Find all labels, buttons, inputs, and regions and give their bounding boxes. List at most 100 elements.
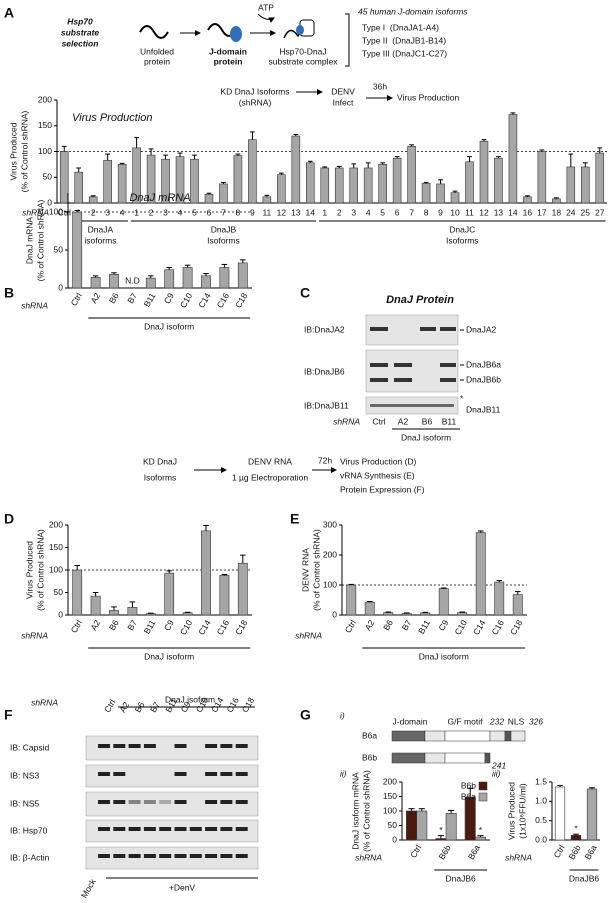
y-tick-label: 100 bbox=[49, 206, 63, 216]
y-tick-label: 0 bbox=[392, 834, 397, 844]
bar bbox=[201, 530, 211, 616]
label: Unfolded bbox=[140, 46, 174, 56]
y-axis-label: DnaJ isoform mRNA bbox=[350, 772, 360, 850]
lane-label: B6 bbox=[133, 700, 147, 714]
x-label: shRNA bbox=[333, 416, 360, 426]
row-label: IB: NS5 bbox=[10, 798, 40, 808]
x-tick-label: C10 bbox=[178, 618, 195, 637]
x-tick-label: B7 bbox=[125, 291, 139, 305]
band bbox=[370, 378, 388, 382]
label: substrate complex bbox=[269, 56, 339, 66]
x-tick-label: A2 bbox=[88, 618, 102, 632]
x-tick-label: 18 bbox=[552, 207, 562, 217]
band bbox=[113, 800, 126, 804]
bar bbox=[306, 162, 315, 204]
x-tick-label: B6b bbox=[566, 843, 582, 861]
x-tick-label: 11 bbox=[465, 207, 474, 217]
x-tick-label: C18 bbox=[508, 618, 525, 637]
x-tick-label: 8 bbox=[424, 207, 429, 217]
x-tick-label: 8 bbox=[236, 207, 241, 217]
bar bbox=[109, 610, 119, 616]
x-tick-label: A2 bbox=[363, 618, 377, 632]
band bbox=[205, 744, 218, 748]
bar bbox=[262, 196, 272, 204]
bar bbox=[465, 161, 474, 204]
y-tick-label: 100 bbox=[38, 146, 52, 156]
label: Virus Production (D) bbox=[340, 456, 417, 466]
x-tick-label: C9 bbox=[162, 618, 176, 633]
y-tick-label: 50 bbox=[43, 172, 53, 182]
band bbox=[143, 854, 156, 858]
bar bbox=[523, 196, 532, 204]
band bbox=[420, 327, 436, 331]
x-tick-label: B11 bbox=[416, 618, 432, 636]
lane-label: C18 bbox=[240, 695, 257, 714]
band-label: DnaJA2 bbox=[466, 324, 497, 334]
band bbox=[235, 772, 248, 776]
bar bbox=[320, 167, 330, 204]
band bbox=[394, 363, 412, 367]
schematic-title: substrate bbox=[61, 27, 100, 37]
bar bbox=[512, 594, 523, 616]
band bbox=[113, 827, 126, 831]
y-axis-label: (% of Control shRNA) bbox=[19, 110, 29, 192]
bar bbox=[570, 835, 582, 841]
x-tick-label: 25 bbox=[581, 207, 591, 217]
value-label: N.D bbox=[125, 275, 140, 285]
y-axis-label: DENV RNA bbox=[300, 548, 310, 592]
position-label: 326 bbox=[529, 716, 543, 726]
lane-label: C9 bbox=[179, 699, 193, 714]
bar bbox=[204, 193, 214, 204]
schematic-title: selection bbox=[62, 38, 99, 48]
bar bbox=[552, 198, 561, 204]
x-tick-label: C9 bbox=[436, 618, 450, 633]
band bbox=[235, 854, 248, 858]
complex-icon bbox=[296, 25, 304, 35]
bar bbox=[457, 612, 468, 616]
y-axis-label: Virus Produced bbox=[8, 122, 18, 180]
band bbox=[98, 854, 110, 858]
x-tick-label: B11 bbox=[142, 618, 158, 636]
blot-strip bbox=[85, 764, 259, 788]
bar bbox=[364, 601, 375, 616]
sub-label: i) bbox=[340, 710, 345, 720]
band bbox=[370, 327, 388, 331]
annotation: * bbox=[439, 825, 443, 835]
band-label: DnaJB6b bbox=[466, 374, 501, 384]
row-label: IB: Hsp70 bbox=[10, 825, 48, 835]
bar bbox=[182, 612, 193, 616]
bar bbox=[363, 167, 373, 204]
label: vRNA Synthesis (E) bbox=[340, 470, 415, 480]
domain-label: J-domain bbox=[393, 716, 428, 726]
bar bbox=[219, 267, 230, 289]
western-blot: shRNA DnaJ isoform IB: Capsid IB: NS3 IB… bbox=[10, 694, 259, 900]
bar bbox=[334, 167, 344, 204]
label: 36h bbox=[373, 81, 387, 91]
band bbox=[220, 854, 233, 858]
lane-label: A2 bbox=[398, 416, 409, 426]
x-tick-label: Ctrl bbox=[408, 843, 423, 860]
arrow bbox=[257, 13, 275, 23]
row-label: IB:DnaJA2 bbox=[304, 324, 345, 334]
band bbox=[220, 744, 233, 748]
band bbox=[174, 800, 187, 804]
bar bbox=[595, 152, 605, 204]
bar bbox=[233, 155, 243, 204]
label: DENV bbox=[331, 86, 355, 96]
row-label: B6b bbox=[362, 752, 377, 762]
treatment-label: +DenV bbox=[169, 882, 196, 892]
flow: KD DnaJ Isoforms (shRNA) DENV Infect 36h… bbox=[221, 81, 460, 107]
legend-label: B6a bbox=[461, 791, 476, 801]
x-tick-label: 9 bbox=[438, 207, 443, 217]
annotation: * bbox=[479, 825, 483, 835]
y-tick-label: 300 bbox=[323, 519, 337, 529]
y-tick-label: 150 bbox=[49, 542, 63, 552]
band-label: DnaJB11 bbox=[466, 404, 501, 414]
x-tick-label: B6 bbox=[381, 618, 395, 632]
x-tick-label: 4 bbox=[366, 207, 371, 217]
bar bbox=[586, 788, 598, 841]
x-tick-label: B6 bbox=[107, 618, 121, 632]
label: protein bbox=[144, 56, 170, 66]
label: 72h bbox=[318, 455, 332, 465]
x-label: shRNA bbox=[31, 697, 58, 707]
